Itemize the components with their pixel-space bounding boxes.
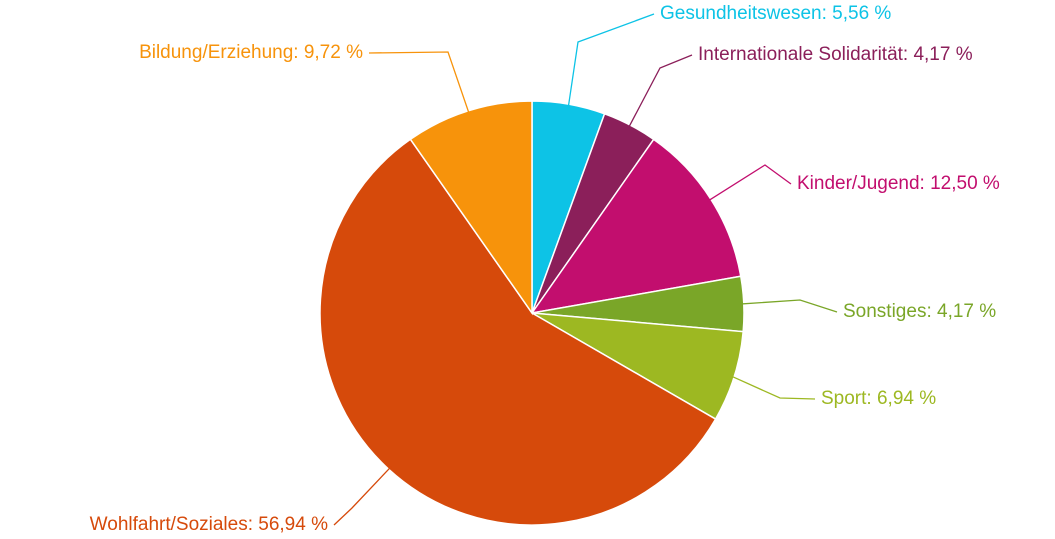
leader-line bbox=[567, 13, 655, 109]
slice-label: Sport: 6,94 % bbox=[821, 388, 936, 409]
slice-label: Sonstiges: 4,17 % bbox=[843, 301, 996, 322]
leader-line bbox=[707, 164, 792, 202]
slice-label: Wohlfahrt/Soziales: 56,94 % bbox=[90, 514, 328, 535]
slice-label: Internationale Solidarität: 4,17 % bbox=[698, 44, 973, 65]
slice-label: Kinder/Jugend: 12,50 % bbox=[797, 173, 1000, 194]
slice-label: Bildung/Erziehung: 9,72 % bbox=[139, 42, 363, 63]
leader-line bbox=[333, 465, 392, 526]
slice-label: Gesundheitswesen: 5,56 % bbox=[660, 3, 891, 24]
leader-line bbox=[730, 375, 816, 400]
leader-line bbox=[368, 51, 471, 115]
leader-line bbox=[739, 299, 838, 313]
leader-line bbox=[627, 54, 693, 129]
